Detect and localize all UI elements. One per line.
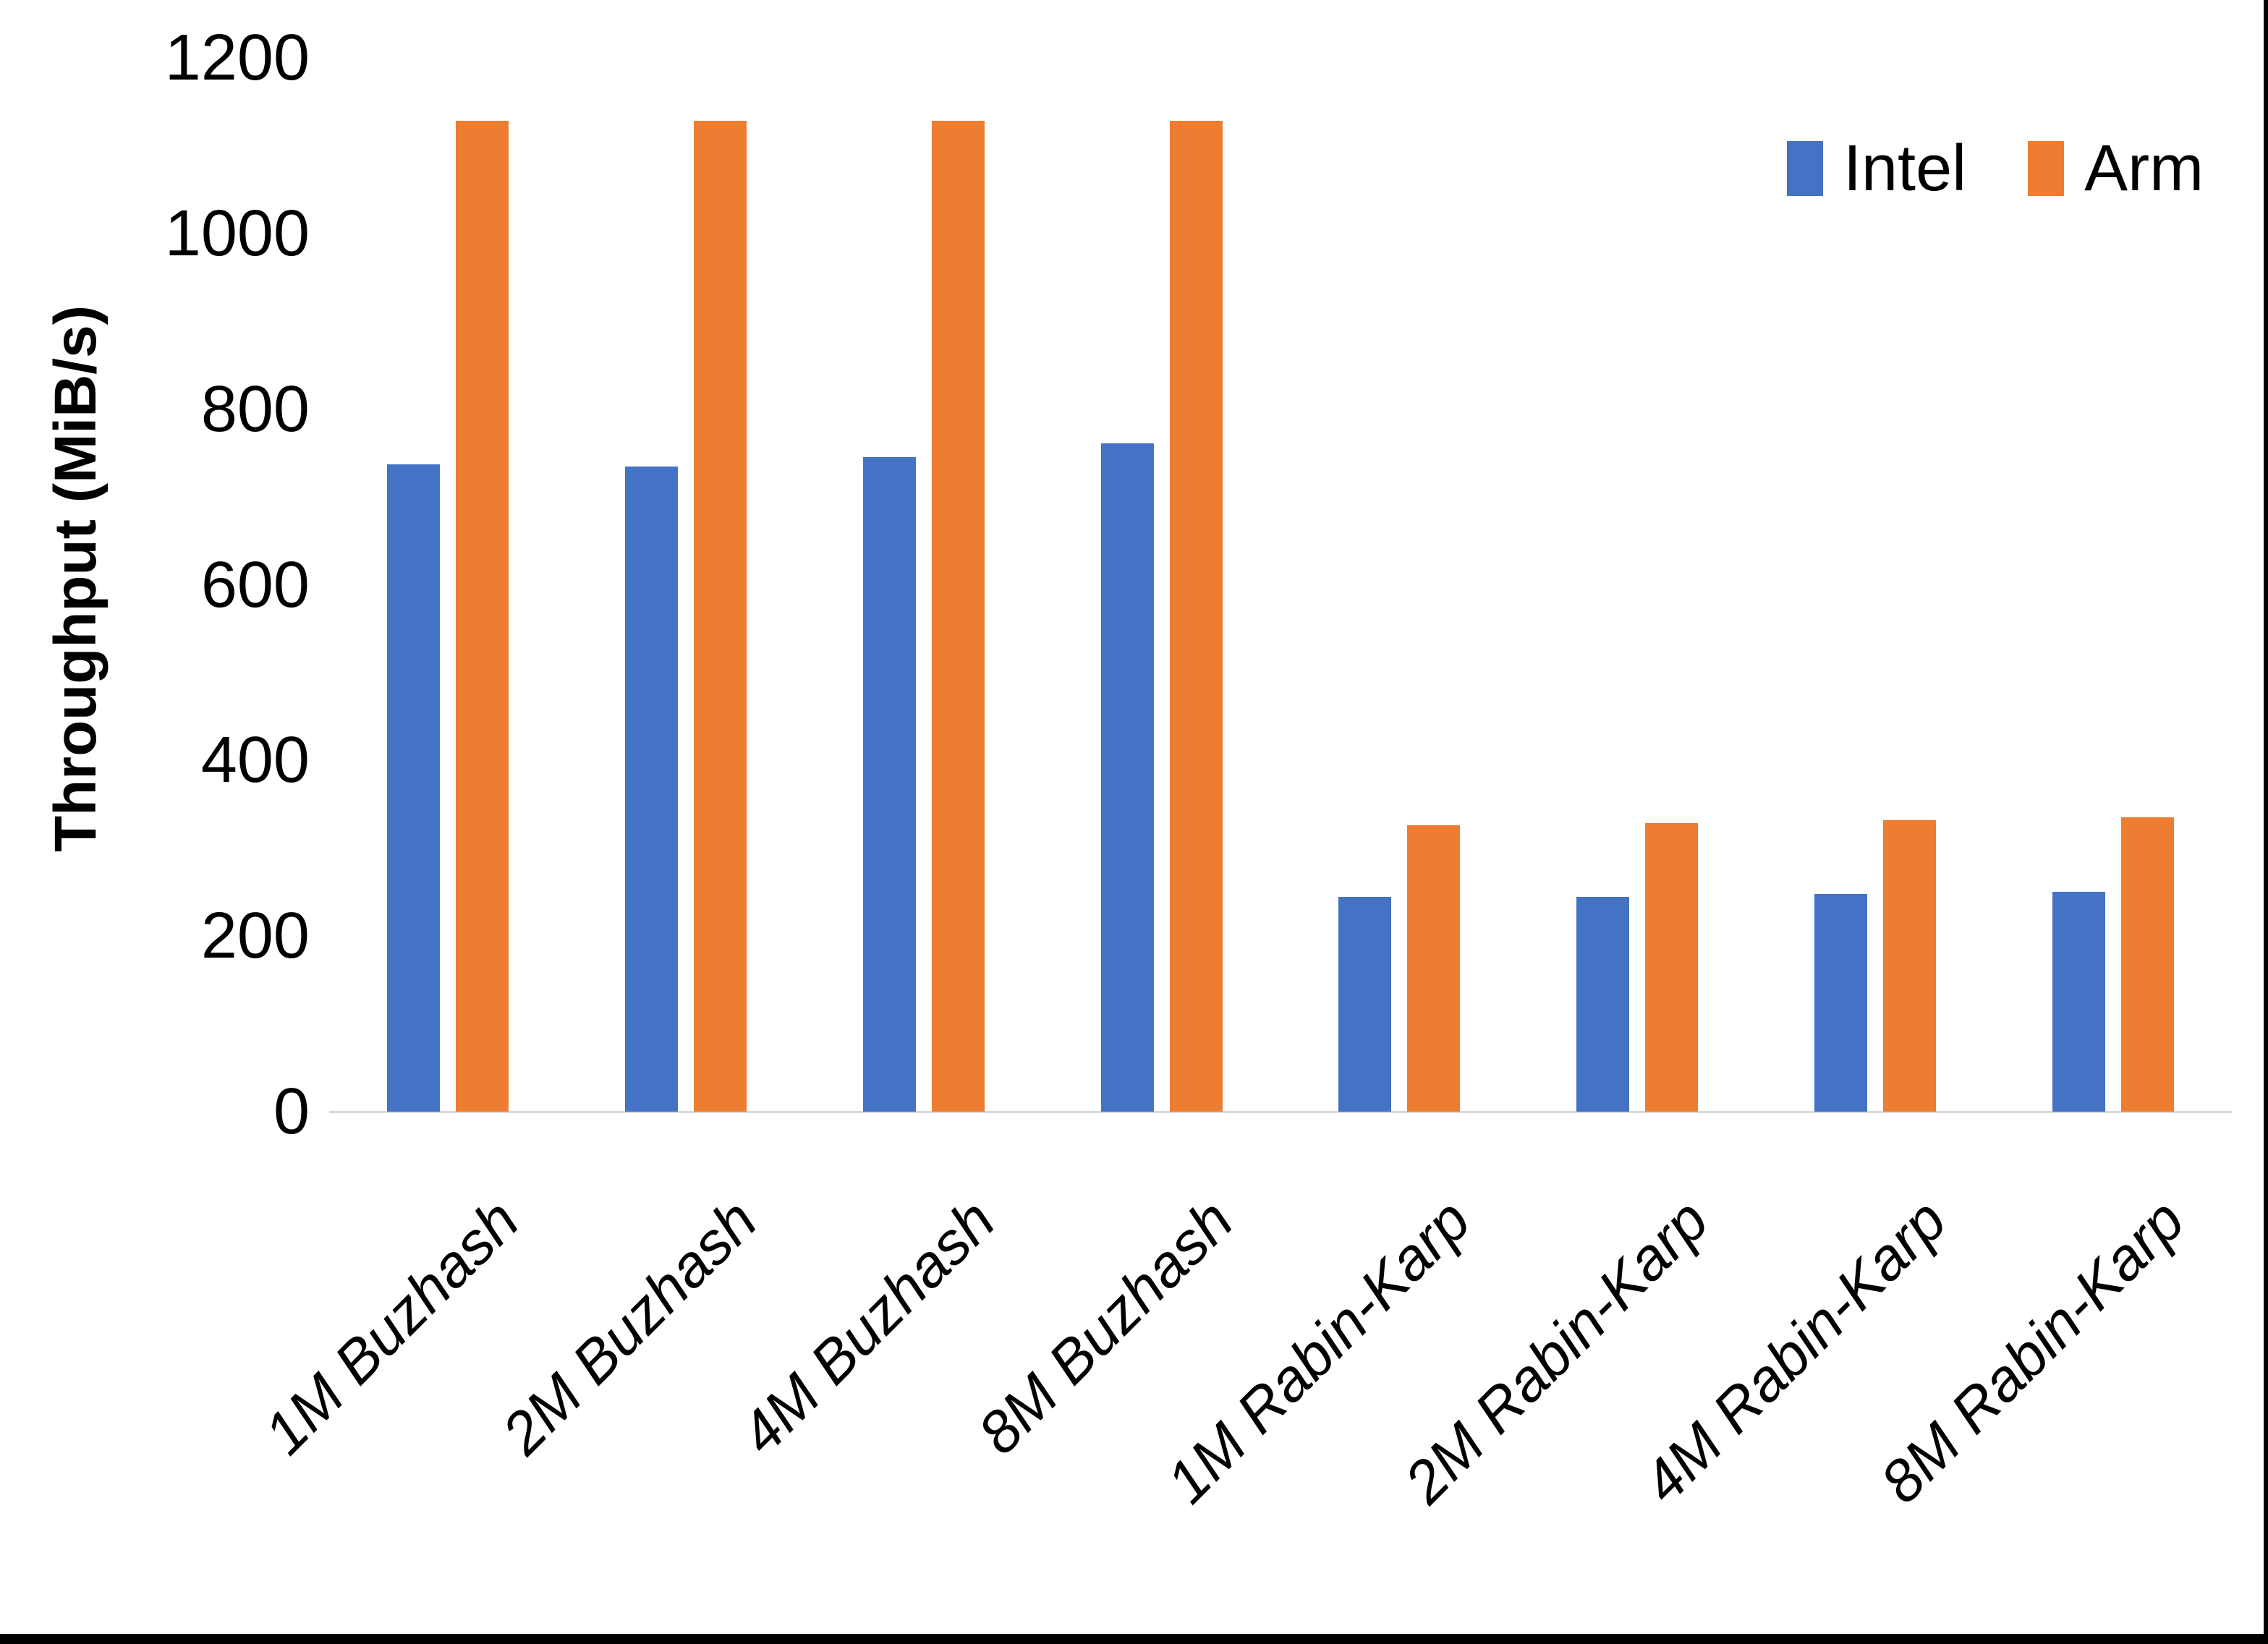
legend: Intel Arm [1787, 136, 2204, 201]
bar-arm-8m-buzhash [1169, 121, 1223, 1112]
bar-arm-1m-buzhash [456, 121, 509, 1112]
plot-area [329, 58, 2232, 1113]
arm-series-swatch [2028, 141, 2065, 196]
bar-intel-2m-buzhash [625, 466, 679, 1112]
bar-intel-4m-rabin-karp [1814, 893, 1867, 1112]
legend-item-intel: Intel [1787, 136, 1966, 201]
figure-right-border [2264, 0, 2268, 1644]
y-tick-label: 400 [200, 724, 310, 797]
bar-arm-2m-rabin-karp [1645, 822, 1699, 1112]
bar-intel-2m-rabin-karp [1576, 896, 1630, 1112]
y-tick-label: 200 [200, 900, 310, 973]
x-axis-line [329, 1111, 2232, 1113]
bar-arm-4m-buzhash [931, 121, 985, 1112]
y-tick-label: 1200 [164, 22, 310, 94]
y-tick-label: 0 [273, 1076, 310, 1148]
legend-label-arm: Arm [2084, 132, 2204, 205]
bar-intel-8m-rabin-karp [2052, 892, 2105, 1112]
y-tick-label: 1000 [164, 197, 310, 270]
bar-arm-8m-rabin-karp [2120, 817, 2174, 1112]
bar-intel-1m-rabin-karp [1338, 896, 1392, 1112]
bar-intel-8m-buzhash [1100, 443, 1154, 1112]
bar-intel-4m-buzhash [862, 457, 916, 1112]
bar-arm-1m-rabin-karp [1407, 825, 1461, 1112]
legend-label-intel: Intel [1843, 132, 1967, 205]
bar-intel-1m-buzhash [387, 464, 441, 1112]
figure-bottom-border [0, 1634, 2268, 1644]
bar-arm-4m-rabin-karp [1882, 819, 1936, 1112]
bar-arm-2m-buzhash [694, 121, 747, 1112]
y-tick-label: 600 [200, 548, 310, 621]
y-tick-label: 800 [200, 372, 310, 446]
intel-series-swatch [1787, 141, 1823, 196]
legend-item-arm: Arm [2028, 136, 2204, 201]
